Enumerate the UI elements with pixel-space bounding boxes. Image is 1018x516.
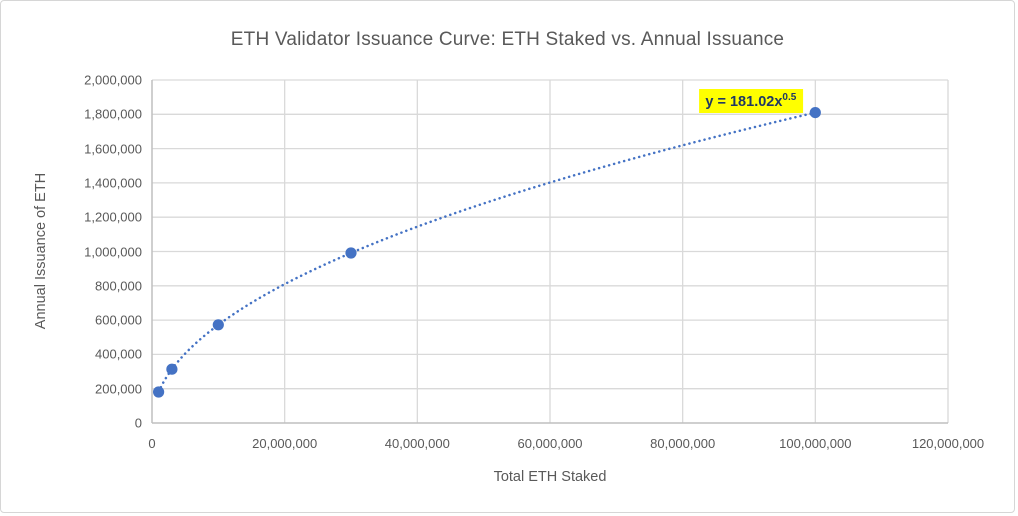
y-tick-label: 1,000,000 — [84, 244, 142, 259]
trendline-path — [157, 111, 817, 394]
data-point[interactable] — [809, 107, 821, 119]
x-axis-title: Total ETH Staked — [493, 469, 607, 485]
x-tick-label: 0 — [148, 436, 156, 451]
y-tick-label: 200,000 — [95, 381, 142, 397]
data-point[interactable] — [166, 363, 178, 375]
data-point[interactable] — [345, 247, 357, 259]
x-tick-label: 120,000,000 — [911, 436, 985, 451]
equation-base-text: y = 181.02x — [705, 93, 783, 110]
x-tick-label: 100,000,000 — [779, 436, 852, 451]
chart-title: ETH Validator Issuance Curve: ETH Staked… — [230, 29, 785, 50]
y-tick-label: 600,000 — [95, 312, 142, 328]
y-tick-label: 1,800,000 — [84, 106, 142, 122]
y-tick-label: 0 — [134, 415, 142, 431]
x-tick-label: 80,000,000 — [650, 436, 716, 451]
x-tick-label: 40,000,000 — [384, 436, 450, 451]
y-tick-label: 1,600,000 — [84, 141, 142, 157]
y-tick-label: 400,000 — [95, 346, 142, 362]
x-tick-label: 60,000,000 — [517, 436, 583, 451]
y-tick-label: 2,000,000 — [84, 72, 142, 88]
y-tick-label: 800,000 — [95, 278, 142, 294]
equation-exponent-text: 0.5 — [782, 91, 797, 103]
data-point[interactable] — [153, 386, 165, 398]
x-tick-label: 20,000,000 — [252, 436, 318, 451]
y-tick-label: 1,400,000 — [84, 175, 142, 191]
trendline-equation-label: y = 181.02x0.5 — [699, 88, 804, 114]
data-point[interactable] — [212, 319, 224, 331]
y-tick-label: 1,200,000 — [84, 209, 142, 225]
